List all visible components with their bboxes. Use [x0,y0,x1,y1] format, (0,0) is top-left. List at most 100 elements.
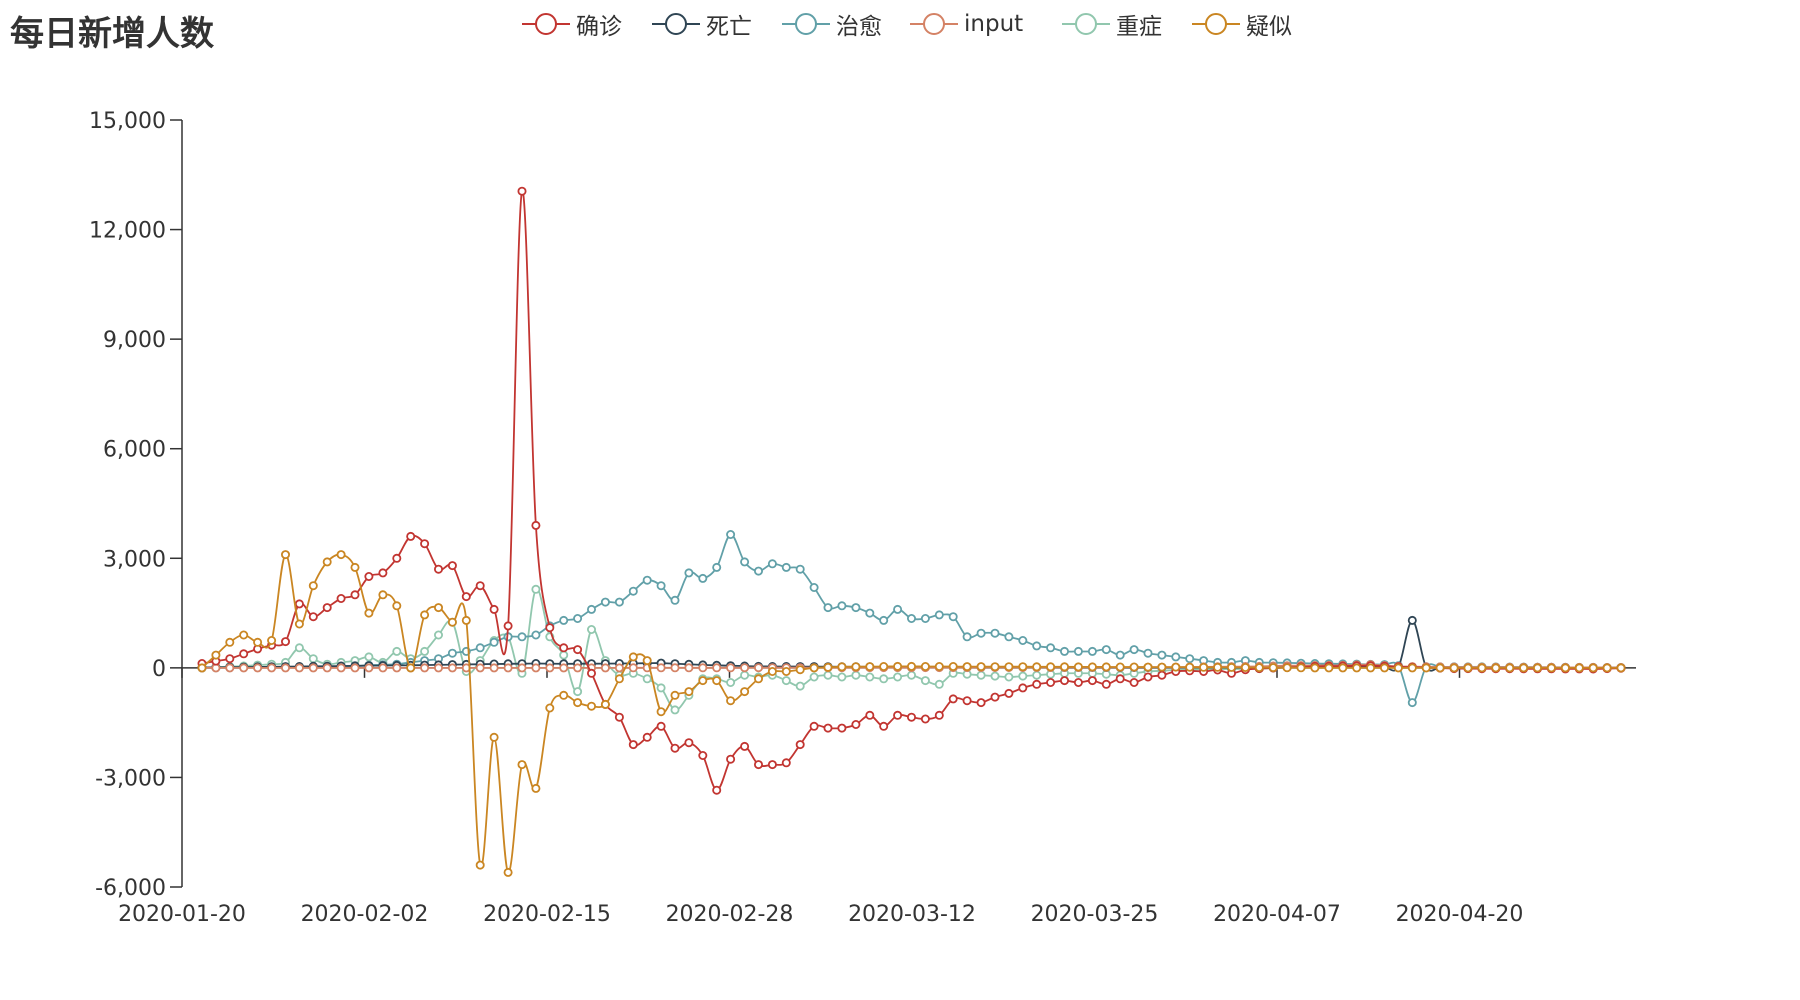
data-point [447,561,457,571]
data-point [990,662,1000,672]
data-point [670,690,680,700]
data-point [879,662,889,672]
data-point [795,564,805,574]
data-point [475,663,485,673]
data-point [573,698,583,708]
data-point [823,603,833,613]
data-point [907,670,917,680]
data-point [726,754,736,764]
data-point [781,676,791,686]
data-point [990,692,1000,702]
data-point [573,614,583,624]
data-point [962,632,972,642]
data-point [378,663,388,673]
y-tick-label: -6,000 [95,876,166,901]
data-point [420,610,430,620]
x-tick-label: 2020-02-28 [666,902,794,927]
data-point [1115,662,1125,672]
data-point [893,710,903,720]
data-point [1115,650,1125,660]
data-point [1477,663,1487,673]
data-point [1407,698,1417,708]
data-point [1185,654,1195,664]
data-point [837,672,847,682]
data-point [698,751,708,761]
data-point [559,615,569,625]
x-tick-label: 2020-03-12 [848,902,976,927]
data-point [614,663,624,673]
data-point [531,663,541,673]
data-point [684,738,694,748]
data-point [754,760,764,770]
data-point [670,663,680,673]
data-point [1032,641,1042,651]
data-point [420,646,430,656]
data-point [1491,663,1501,673]
data-point [253,663,263,673]
data-point [781,667,791,677]
data-point [433,663,443,673]
data-point [294,619,304,629]
legend-label: 疑似 [1246,14,1292,40]
data-point [642,656,652,666]
data-point [420,539,430,549]
data-point [503,663,513,673]
legend-item[interactable]: 疑似 [1192,4,1292,44]
data-point [531,584,541,594]
data-point [976,698,986,708]
data-point [559,663,569,673]
data-point [809,663,819,673]
data-point [1435,663,1445,673]
data-point [1032,670,1042,680]
data-point [740,687,750,697]
data-point [1157,670,1167,680]
data-point [1129,645,1139,655]
legend-item[interactable]: 死亡 [652,4,752,44]
data-point [670,595,680,605]
data-point [489,732,499,742]
data-point [573,645,583,655]
data-point [1574,663,1584,673]
data-point [1449,663,1459,673]
data-point [559,690,569,700]
data-point [1087,676,1097,686]
data-point [781,562,791,572]
data-point [809,721,819,731]
data-point [392,663,402,673]
data-point [1004,688,1014,698]
data-point [754,566,764,576]
data-point [656,663,666,673]
data-point [712,785,722,795]
data-point [336,550,346,560]
data-point [698,573,708,583]
legend-item[interactable]: input [910,4,1023,44]
data-point [1004,632,1014,642]
legend-item[interactable]: 确诊 [522,4,622,44]
y-tick-label: 0 [152,657,166,682]
data-point [197,663,207,673]
data-point [211,650,221,660]
data-point [1032,679,1042,689]
data-point [392,646,402,656]
data-point [253,637,263,647]
data-point [545,663,555,673]
data-point [767,667,777,677]
data-point [628,652,638,662]
data-point [294,643,304,653]
data-point [239,630,249,640]
data-point [308,581,318,591]
data-point [322,663,332,673]
data-point [503,867,513,877]
data-point [350,590,360,600]
data-point [1185,662,1195,672]
data-point [489,604,499,614]
legend-item[interactable]: 治愈 [782,4,882,44]
data-point [392,601,402,611]
data-point [1560,663,1570,673]
data-point [1546,663,1556,673]
legend-item[interactable]: 重症 [1062,4,1162,44]
data-point [1143,672,1153,682]
data-point [322,557,332,567]
data-point [517,186,527,196]
data-point [767,760,777,770]
